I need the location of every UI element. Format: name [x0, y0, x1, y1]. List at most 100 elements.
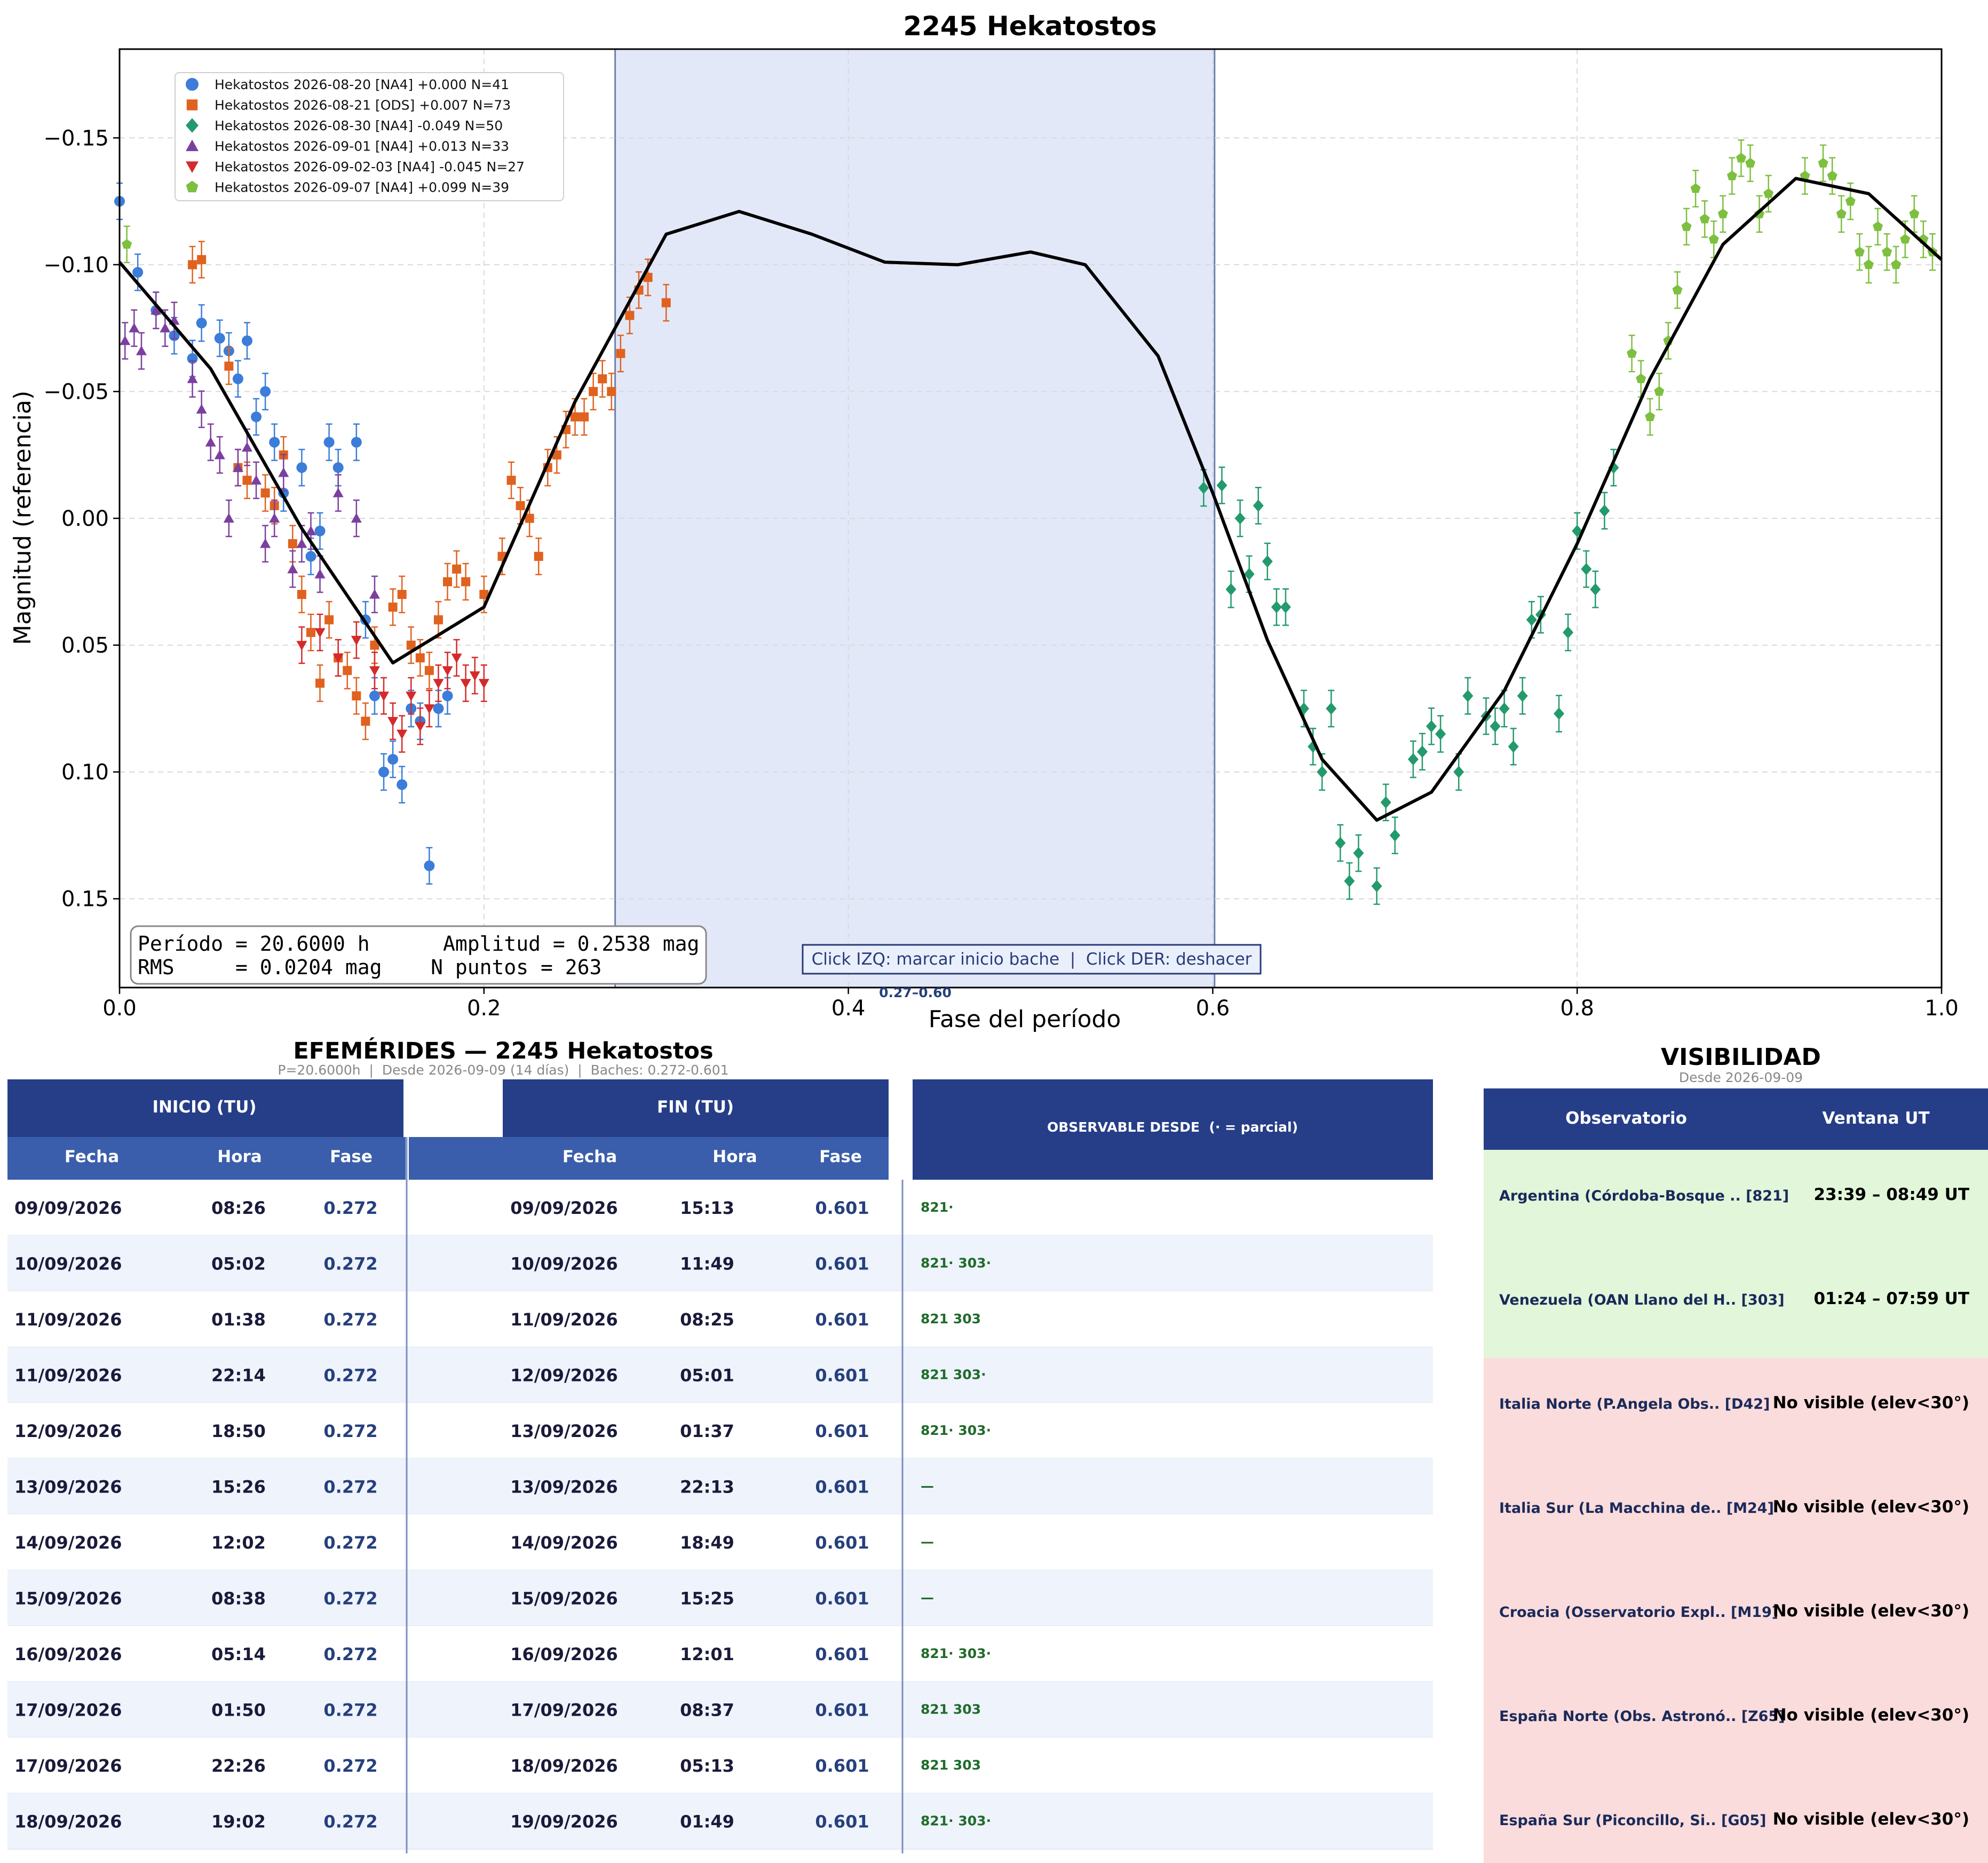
y-tick-label: 0.05 [61, 634, 109, 658]
data-point [223, 513, 234, 523]
cell-fecha-inicio: 11/09/2026 [14, 1309, 122, 1330]
gap-band[interactable] [615, 49, 1215, 988]
data-point [397, 779, 408, 790]
data-point [314, 525, 326, 536]
row-bg [7, 1347, 1433, 1403]
series-3 [1198, 448, 1619, 905]
cell-observable: 821 303 [921, 1702, 981, 1717]
x-tick-label: 1.0 [1924, 996, 1959, 1021]
row-bg [7, 1514, 1433, 1570]
cell-fase-fin: 0.601 [815, 1533, 869, 1553]
data-point [433, 678, 444, 689]
data-point [424, 860, 435, 871]
data-point [1827, 170, 1837, 180]
cell-hora-inicio: 22:14 [211, 1365, 266, 1386]
cell-fecha-fin: 12/09/2026 [510, 1365, 618, 1386]
cell-fecha-fin: 19/09/2026 [510, 1812, 618, 1832]
cell-hora-inicio: 05:02 [211, 1254, 266, 1274]
cell-fecha-fin: 13/09/2026 [510, 1421, 618, 1441]
data-point [1863, 259, 1874, 269]
data-point [451, 653, 462, 664]
data-point [1726, 170, 1737, 180]
data-point [433, 703, 444, 714]
cell-fase-inicio: 0.272 [323, 1421, 377, 1441]
cell-fecha-fin: 10/09/2026 [510, 1254, 618, 1274]
data-point [589, 386, 598, 396]
data-point [1371, 880, 1382, 893]
cell-fase-fin: 0.601 [815, 1421, 869, 1441]
cell-fase-fin: 0.601 [815, 1309, 869, 1330]
row-bg [7, 1570, 1433, 1626]
data-point [1690, 183, 1701, 193]
data-point [1745, 157, 1755, 168]
data-point [442, 690, 453, 701]
visibility-row: Argentina (Córdoba-Bosque .. [821] 23:39 … [1484, 1150, 1988, 1254]
data-point [269, 437, 280, 448]
stats-line-1: Período = 20.6000 h Amplitud = 0.2538 ma… [138, 932, 699, 956]
data-point [352, 691, 361, 701]
cell-fase-fin: 0.601 [815, 1365, 869, 1386]
legend-entry: Hekatostos 2026-09-01 [NA4] +0.013 N=33 [215, 139, 509, 154]
data-point [151, 305, 162, 315]
data-point [387, 754, 399, 765]
visibility-observatory: Croacia (Osservatorio Expl.. [M19] [1499, 1604, 1778, 1621]
data-point [479, 590, 489, 599]
data-point [1253, 499, 1264, 512]
cell-hora-fin: 12:01 [680, 1644, 734, 1664]
cell-fecha-inicio: 13/09/2026 [14, 1477, 122, 1497]
row-bg [7, 1403, 1433, 1459]
x-tick-label: 0.4 [831, 996, 866, 1021]
table-row: 18/09/2026 19:02 0.272 19/09/2026 01:49 0.601… [7, 1793, 1433, 1850]
x-axis-label: Fase del período [929, 1006, 1121, 1033]
data-point [369, 589, 380, 599]
data-point [1800, 170, 1810, 180]
data-point [361, 716, 370, 726]
data-point [415, 722, 426, 732]
data-point [506, 476, 516, 485]
cell-observable: 821 303· [921, 1367, 986, 1383]
visibility-window: No visible (elev<30°) [1773, 1706, 1969, 1725]
data-point [1407, 753, 1419, 765]
light-curve-plot[interactable]: 0.0 0.2 0.4 0.6 0.8 1.0 −0.15 −0.10 −0.05 0.00 0.0… [43, 48, 1959, 1021]
cell-hora-inicio: 08:26 [211, 1198, 266, 1218]
row-bg [7, 1682, 1433, 1738]
y-axis-label: Magnitud (referencia) [9, 391, 36, 645]
data-point [1654, 386, 1665, 396]
data-point [1389, 829, 1400, 842]
data-point [1244, 568, 1255, 581]
x-tick-label: 0.2 [467, 996, 501, 1021]
gap-band-label: 0.27–0.60 [879, 985, 952, 1000]
data-point [278, 467, 289, 477]
legend-entry: Hekatostos 2026-08-21 [ODS] +0.007 N=73 [215, 98, 511, 113]
data-point [1225, 583, 1237, 596]
visibility-window: 23:39 – 08:49 UT [1813, 1185, 1969, 1204]
data-point [1554, 707, 1565, 720]
visibility-observatory: Italia Sur (La Macchina de.. [M24] [1499, 1500, 1774, 1517]
table-row: 11/09/2026 01:38 0.272 11/09/2026 08:25 0.601… [7, 1291, 1433, 1348]
visibility-row-bg [1484, 1774, 1988, 1863]
visibility-row: España Norte (Obs. Astronó.. [Z65]No vis… [1484, 1670, 1988, 1774]
cell-hora-fin: 15:25 [680, 1589, 734, 1609]
data-point [424, 666, 434, 675]
data-point [1900, 234, 1911, 244]
row-bg [7, 1626, 1433, 1682]
table-row: 09/09/2026 08:26 0.272 09/09/2026 15:13 0.601… [7, 1180, 1433, 1236]
data-point [351, 513, 362, 523]
cell-fase-fin: 0.601 [815, 1812, 869, 1832]
cell-fase-fin: 0.601 [815, 1756, 869, 1776]
col-fecha-fin: Fecha [563, 1147, 617, 1166]
data-point [607, 386, 616, 396]
data-point [1317, 765, 1328, 778]
col-hora-inicio: Hora [217, 1147, 262, 1166]
cell-fecha-fin: 09/09/2026 [510, 1198, 618, 1218]
data-point [460, 678, 471, 689]
data-point [1845, 196, 1856, 206]
data-point [260, 386, 271, 397]
stats-box: Período = 20.6000 h Amplitud = 0.2538 ma… [130, 925, 707, 985]
data-point [1490, 720, 1501, 733]
cell-fecha-fin: 14/09/2026 [510, 1533, 618, 1553]
data-point [1435, 728, 1446, 740]
data-point [442, 666, 453, 676]
cell-fase-inicio: 0.272 [323, 1254, 377, 1274]
